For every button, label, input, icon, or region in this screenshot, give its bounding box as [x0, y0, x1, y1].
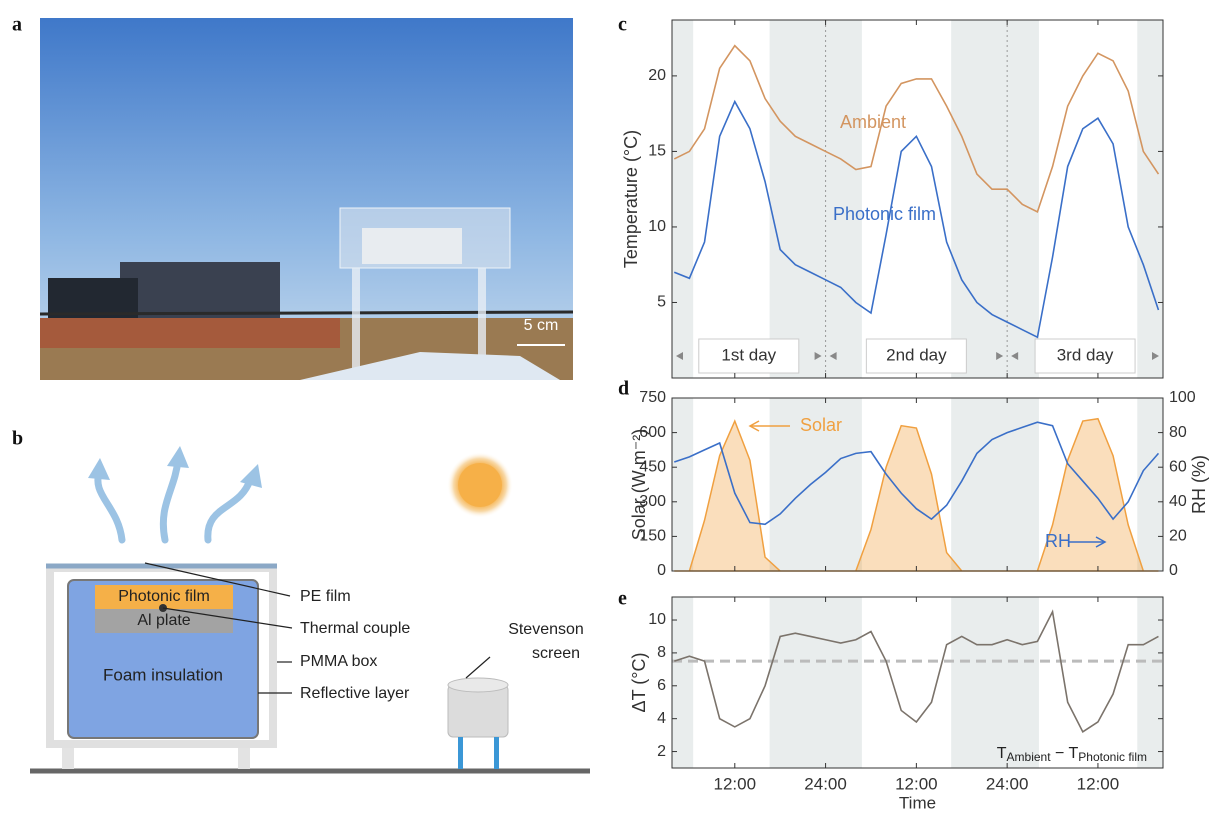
y-tick-label: 10: [648, 611, 666, 628]
annotation-part: Photonic film: [1078, 750, 1147, 764]
panel-label: a: [12, 14, 22, 36]
y-axis-label: Solar (W m⁻²): [629, 429, 649, 541]
day-label-box: [1034, 338, 1136, 374]
y2-tick-label: 60: [1169, 458, 1187, 475]
x-tick-label: 12:00: [1077, 774, 1120, 793]
y-tick-label: 150: [639, 528, 666, 545]
diagram-label: Al plate: [137, 612, 190, 629]
y-tick-label: 300: [639, 493, 666, 510]
y-tick-label: 2: [657, 743, 666, 760]
y-tick-label: 8: [657, 644, 666, 661]
panel-label: d: [618, 378, 629, 400]
series-line: [673, 44, 1160, 213]
diagram-label: PE film: [300, 588, 351, 605]
daytime-band: [1038, 20, 1138, 378]
y-tick-label: 5: [657, 294, 666, 311]
y-axis-label: Temperature (°C): [621, 130, 641, 268]
y-tick-label: 600: [639, 424, 666, 441]
panel-label: b: [12, 428, 23, 450]
series-label: Photonic film: [833, 204, 936, 224]
series-label-arrow: [1095, 536, 1107, 548]
y-tick-label: 4: [657, 710, 666, 727]
y-tick-label: 20: [648, 67, 666, 84]
day-label: 3rd day: [1057, 345, 1114, 364]
series-line: [674, 421, 1160, 526]
y-tick-label: 0: [657, 562, 666, 579]
daytime-band: [693, 20, 770, 378]
plot-frame: [671, 397, 1164, 572]
y2-tick-label: 40: [1169, 493, 1187, 510]
day-arrow: [1152, 352, 1159, 360]
diagram-label: Photonic film: [118, 588, 210, 605]
y2-tick-label: 100: [1169, 389, 1196, 406]
series-label: Ambient: [840, 112, 906, 132]
day-arrow: [676, 352, 683, 360]
series-label-arrow: [748, 420, 760, 432]
day-label-box: [865, 338, 967, 374]
y-tick-label: 750: [639, 389, 666, 406]
diagram-label: Reflective layer: [300, 685, 410, 702]
series-line: [673, 99, 1160, 339]
x-tick-label: 12:00: [714, 774, 757, 793]
y-tick-label: 10: [648, 218, 666, 235]
daytime-band: [861, 597, 952, 768]
plot-frame: [671, 596, 1164, 769]
diagram-label: PMMA box: [300, 653, 377, 670]
annotation-part: − T: [1051, 745, 1079, 762]
x-tick-label: 12:00: [895, 774, 938, 793]
diagram: [30, 446, 590, 774]
series-label: RH: [1045, 531, 1071, 551]
daytime-band: [693, 597, 770, 768]
diagram-label: Thermal couple: [300, 620, 410, 637]
annotation: TAmbient − TPhotonic film: [997, 745, 1147, 764]
y-axis-label: ΔT (°C): [629, 653, 649, 713]
plot-frame: [671, 19, 1164, 379]
annotation-part: T: [997, 745, 1007, 762]
photo: 5 cm: [39, 18, 574, 380]
scale-bar-label: 5 cm: [524, 317, 559, 334]
day-label: 1st day: [721, 345, 776, 364]
series-area: [674, 417, 1159, 572]
series-label: Solar: [800, 415, 842, 435]
diagram-label: Foam insulation: [103, 665, 223, 684]
y-tick-label: 6: [657, 677, 666, 694]
y2-tick-label: 0: [1169, 562, 1178, 579]
panel-label: c: [618, 14, 627, 36]
day-label-box: [698, 338, 800, 374]
day-label: 2nd day: [886, 345, 947, 364]
daytime-band: [861, 20, 952, 378]
x-axis-label: Time: [899, 793, 936, 812]
series-line: [674, 609, 1159, 733]
diagram-label: Stevenson: [508, 621, 584, 638]
x-tick-label: 24:00: [986, 774, 1029, 793]
x-tick-label: 24:00: [804, 774, 847, 793]
y2-tick-label: 20: [1169, 528, 1187, 545]
annotation-part: Ambient: [1007, 750, 1052, 764]
day-arrow: [996, 352, 1004, 360]
day-arrow: [814, 352, 822, 360]
y-tick-label: 15: [648, 143, 666, 160]
y-tick-label: 450: [639, 458, 666, 475]
day-arrow: [829, 352, 837, 360]
y2-tick-label: 80: [1169, 424, 1187, 441]
panel-label: e: [618, 588, 627, 610]
y2-axis-label: RH (%): [1189, 455, 1209, 514]
diagram-label: screen: [532, 645, 580, 662]
day-arrow: [1011, 352, 1019, 360]
